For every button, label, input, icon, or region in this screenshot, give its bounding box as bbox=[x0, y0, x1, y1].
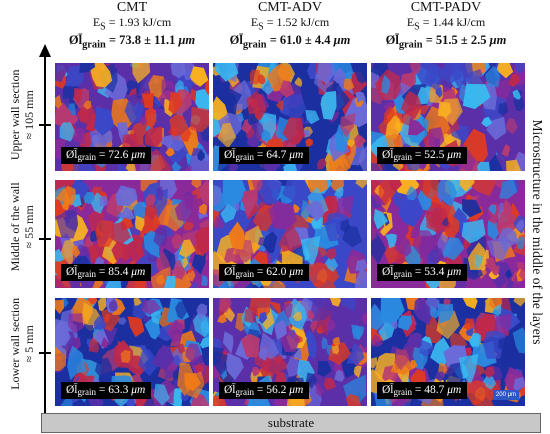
energy-line: ES = 1.52 kJ/cm bbox=[210, 16, 370, 33]
grain-size-label: Øl̄grain = 52.5 μm bbox=[377, 147, 467, 164]
micrograph-cmt-upper: Øl̄grain = 72.6 μm bbox=[55, 63, 209, 171]
axis-tick-lower bbox=[39, 352, 51, 354]
axis-tick-middle bbox=[39, 238, 51, 240]
row-label-upper: Upper wall section ≈ 105 mm bbox=[9, 55, 37, 175]
axis-tick-upper bbox=[39, 124, 51, 126]
scale-bar: 200 μm bbox=[493, 390, 519, 400]
grain-size-label: Øl̄grain = 48.7 μm bbox=[377, 382, 467, 399]
micrograph-cmt-padv-upper: Øl̄grain = 52.5 μm bbox=[371, 63, 525, 171]
side-label-microstructure: Microstructure in the middle of the laye… bbox=[529, 97, 545, 367]
grain-size-label: Øl̄grain = 62.0 μm bbox=[219, 264, 309, 281]
grain-size-label: Øl̄grain = 53.4 μm bbox=[377, 264, 467, 281]
grain-size-label: Øl̄grain = 85.4 μm bbox=[61, 264, 151, 281]
mean-grain-size: Øl̄grain = 61.0 ± 4.4 μm bbox=[210, 33, 370, 51]
row-label-middle: Middle of the wall ≈ 55 mm bbox=[9, 167, 37, 287]
mean-grain-size: Øl̄grain = 51.5 ± 2.5 μm bbox=[366, 33, 526, 51]
substrate-bar: substrate bbox=[41, 413, 541, 433]
energy-line: ES = 1.93 kJ/cm bbox=[52, 16, 212, 33]
build-direction-axis bbox=[44, 54, 46, 414]
column-title: CMT bbox=[52, 0, 212, 16]
micrograph-cmt-lower: Øl̄grain = 63.3 μm bbox=[55, 298, 209, 406]
axis-arrowhead bbox=[39, 44, 51, 57]
column-title: CMT-PADV bbox=[366, 0, 526, 16]
micrograph-cmt-padv-middle: Øl̄grain = 53.4 μm bbox=[371, 180, 525, 288]
column-header-cmt-padv: CMT-PADV ES = 1.44 kJ/cm Øl̄grain = 51.5… bbox=[366, 0, 526, 51]
column-header-cmt: CMT ES = 1.93 kJ/cm Øl̄grain = 73.8 ± 11… bbox=[52, 0, 212, 51]
column-title: CMT-ADV bbox=[210, 0, 370, 16]
micrograph-cmt-adv-middle: Øl̄grain = 62.0 μm bbox=[213, 180, 367, 288]
energy-line: ES = 1.44 kJ/cm bbox=[366, 16, 526, 33]
grain-size-label: Øl̄grain = 64.7 μm bbox=[219, 147, 309, 164]
micrograph-cmt-adv-lower: Øl̄grain = 56.2 μm bbox=[213, 298, 367, 406]
grain-size-label: Øl̄grain = 72.6 μm bbox=[61, 147, 151, 164]
grain-size-label: Øl̄grain = 56.2 μm bbox=[219, 382, 309, 399]
micrograph-cmt-middle: Øl̄grain = 85.4 μm bbox=[55, 180, 209, 288]
column-header-cmt-adv: CMT-ADV ES = 1.52 kJ/cm Øl̄grain = 61.0 … bbox=[210, 0, 370, 51]
mean-grain-size: Øl̄grain = 73.8 ± 11.1 μm bbox=[52, 33, 212, 51]
grain-size-label: Øl̄grain = 63.3 μm bbox=[61, 382, 151, 399]
row-label-lower: Lower wall section ≈ 5 mm bbox=[9, 284, 37, 404]
micrograph-cmt-padv-lower: Øl̄grain = 48.7 μm 200 μm bbox=[371, 298, 525, 406]
micrograph-cmt-adv-upper: Øl̄grain = 64.7 μm bbox=[213, 63, 367, 171]
